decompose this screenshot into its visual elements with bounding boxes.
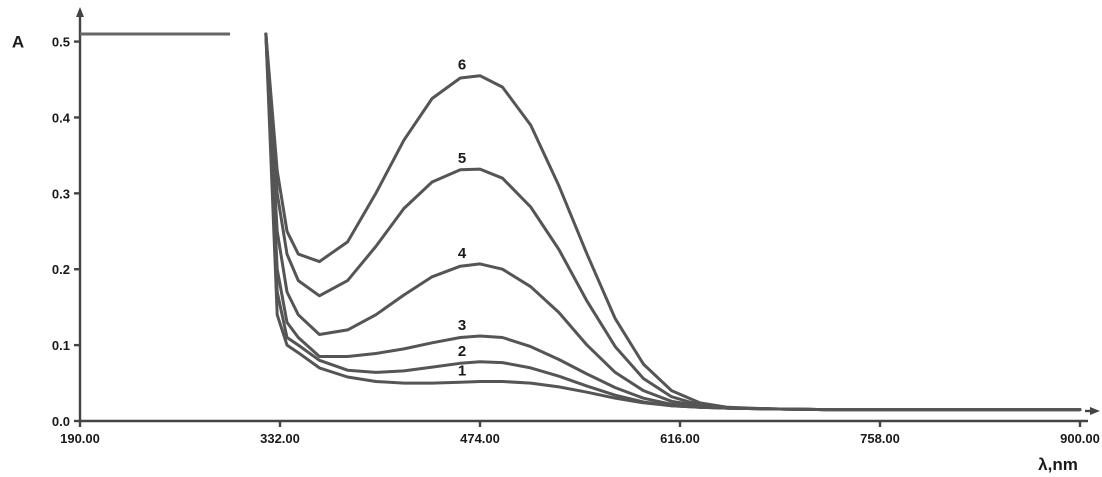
series-line-6: [264, 32, 1082, 412]
series-label-1: 1: [458, 363, 466, 380]
y-tick-label: 0.0: [52, 414, 70, 429]
series-line-4: [264, 32, 1082, 412]
labels-group: 1 2 3 4 5 6: [458, 57, 467, 380]
x-tick-label: 900.00: [1060, 431, 1100, 446]
x-tick-label: 616.00: [660, 431, 700, 446]
y-tick-label: 0.5: [52, 35, 70, 50]
x-tick-label: 758.00: [860, 431, 900, 446]
series-label-3: 3: [458, 317, 466, 334]
y-tick-label: 0.2: [52, 262, 70, 277]
x-axis-label: λ,nm: [1038, 455, 1078, 474]
x-tick-label: 332.00: [260, 431, 300, 446]
series-line-1: [264, 32, 1082, 412]
y-tick-label: 0.3: [52, 186, 70, 201]
series-line-3: [264, 32, 1082, 412]
series-line-5: [264, 32, 1082, 412]
y-axis-label: A: [12, 33, 24, 52]
series-label-2: 2: [458, 343, 466, 360]
y-tick-label: 0.4: [52, 110, 71, 125]
x-tick-label: 190.00: [60, 431, 100, 446]
series-label-4: 4: [458, 245, 467, 262]
x-tick-label: 474.00: [460, 431, 500, 446]
series-label-5: 5: [458, 150, 466, 167]
series-label-6: 6: [458, 57, 466, 74]
y-tick-label: 0.1: [52, 338, 70, 353]
series-group: [80, 32, 1082, 412]
series-line-2: [264, 32, 1082, 412]
